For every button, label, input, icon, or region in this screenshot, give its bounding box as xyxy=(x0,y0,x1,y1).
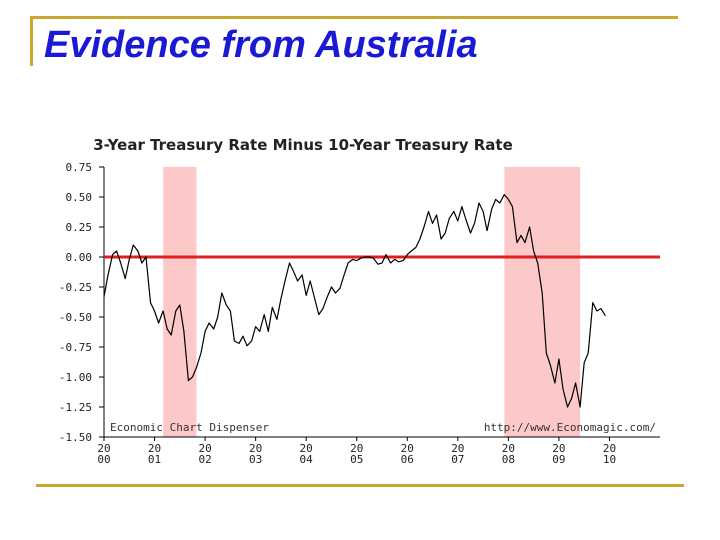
y-tick-label: -1.00 xyxy=(59,371,92,384)
x-tick-label-century: 20 xyxy=(350,442,363,455)
y-tick-label: 0.00 xyxy=(66,251,93,264)
x-tick-label-century: 20 xyxy=(97,442,110,455)
axes: 0.75 0.50 0.25 0.00 -0.25 -0.50 -0.75 -1.00 -1.2… xyxy=(59,161,660,466)
x-tick-label-century: 20 xyxy=(603,442,616,455)
series-line-1 xyxy=(103,194,606,408)
x-tick-label-year: 07 xyxy=(451,453,464,466)
slide-title: Evidence from Australia xyxy=(44,24,478,66)
y-tick-label: 0.25 xyxy=(66,221,93,234)
y-tick-label: -0.50 xyxy=(59,311,92,324)
watermark-right: http://www.Economagic.com/ xyxy=(484,421,656,434)
y-tick-label: -1.25 xyxy=(59,401,92,414)
x-tick-label-century: 20 xyxy=(502,442,515,455)
bottom-rule xyxy=(36,484,684,487)
left-rule xyxy=(30,16,33,66)
recession-band-1 xyxy=(163,167,197,437)
x-tick-label-century: 20 xyxy=(552,442,565,455)
x-tick-label-year: 09 xyxy=(552,453,565,466)
x-tick-label-century: 20 xyxy=(451,442,464,455)
x-tick-label-year: 08 xyxy=(502,453,515,466)
y-tick-label: -0.25 xyxy=(59,281,92,294)
x-tick-label-century: 20 xyxy=(401,442,414,455)
x-tick-label-year: 00 xyxy=(97,453,110,466)
watermark-left: Economic Chart Dispenser xyxy=(110,421,269,434)
x-tick-label-century: 20 xyxy=(249,442,262,455)
x-tick-label-century: 20 xyxy=(300,442,313,455)
x-tick-label-year: 05 xyxy=(350,453,363,466)
x-tick-label-century: 20 xyxy=(148,442,161,455)
series xyxy=(103,194,606,408)
x-tick-label-year: 03 xyxy=(249,453,262,466)
y-tick-label: -0.75 xyxy=(59,341,92,354)
y-tick-label: -1.50 xyxy=(59,431,92,444)
x-tick-label-year: 02 xyxy=(198,453,211,466)
x-tick-label-year: 10 xyxy=(603,453,616,466)
x-tick-label-year: 04 xyxy=(300,453,314,466)
top-rule xyxy=(30,16,678,19)
x-tick-label-year: 01 xyxy=(148,453,161,466)
y-tick-label: 0.75 xyxy=(66,161,93,174)
x-tick-label-century: 20 xyxy=(198,442,211,455)
chart-title: 3-Year Treasury Rate Minus 10-Year Treas… xyxy=(93,136,513,154)
y-tick-label: 0.50 xyxy=(66,191,93,204)
x-tick-label-year: 06 xyxy=(401,453,414,466)
